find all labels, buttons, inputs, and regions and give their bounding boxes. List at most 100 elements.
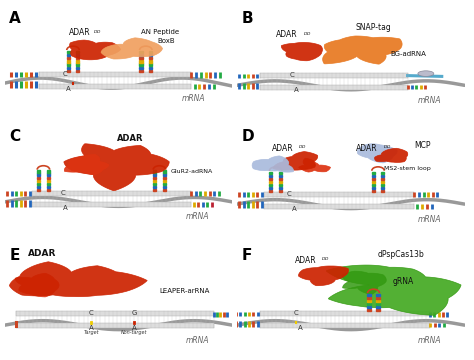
- FancyBboxPatch shape: [264, 203, 414, 208]
- Bar: [139, 67, 143, 69]
- Polygon shape: [327, 265, 461, 315]
- Text: GluR2-adRNA: GluR2-adRNA: [171, 169, 213, 174]
- Bar: [149, 60, 152, 63]
- Polygon shape: [15, 273, 59, 297]
- Bar: [372, 175, 375, 177]
- Bar: [376, 309, 380, 311]
- Text: ADAR: ADAR: [69, 28, 91, 37]
- Bar: [381, 187, 384, 189]
- Text: ADAR: ADAR: [117, 134, 143, 143]
- Bar: [163, 180, 166, 182]
- Text: MCP: MCP: [414, 141, 431, 150]
- FancyBboxPatch shape: [260, 311, 430, 316]
- Text: LEAPER-arRNA: LEAPER-arRNA: [159, 288, 210, 294]
- Text: $_{DD}$: $_{DD}$: [303, 31, 311, 38]
- Text: ADAR: ADAR: [272, 144, 293, 153]
- Text: B: B: [242, 10, 253, 26]
- Text: dPspCas13b: dPspCas13b: [377, 250, 424, 259]
- Bar: [37, 183, 40, 185]
- Text: mRNA: mRNA: [418, 215, 442, 224]
- Bar: [279, 181, 282, 183]
- Bar: [376, 300, 380, 302]
- Text: Non-target: Non-target: [121, 329, 147, 334]
- Bar: [37, 185, 40, 188]
- Bar: [269, 190, 273, 192]
- Bar: [139, 70, 143, 72]
- Bar: [381, 172, 384, 174]
- Bar: [46, 189, 50, 191]
- Ellipse shape: [418, 71, 434, 76]
- Bar: [372, 187, 375, 189]
- Text: $_{DD}$: $_{DD}$: [299, 144, 307, 152]
- FancyBboxPatch shape: [39, 84, 191, 89]
- Text: A: A: [66, 86, 71, 92]
- Polygon shape: [70, 40, 120, 60]
- Bar: [269, 175, 273, 177]
- Bar: [37, 171, 40, 173]
- Text: A: A: [292, 206, 296, 212]
- Bar: [153, 189, 156, 191]
- Text: G: G: [132, 310, 137, 316]
- Text: Target: Target: [83, 329, 99, 334]
- Bar: [46, 171, 50, 173]
- Text: A: A: [298, 325, 303, 331]
- Polygon shape: [64, 154, 109, 175]
- Text: C: C: [289, 72, 294, 78]
- Text: C: C: [287, 191, 292, 197]
- Bar: [372, 177, 375, 180]
- Bar: [153, 180, 156, 182]
- Bar: [381, 190, 384, 192]
- Bar: [76, 67, 79, 69]
- Text: mRNA: mRNA: [186, 336, 210, 345]
- Bar: [367, 306, 371, 308]
- Bar: [367, 294, 371, 296]
- Text: F: F: [242, 248, 252, 263]
- Bar: [149, 51, 152, 53]
- Bar: [139, 57, 143, 59]
- Polygon shape: [299, 158, 330, 172]
- FancyBboxPatch shape: [260, 73, 408, 78]
- Bar: [76, 60, 79, 63]
- Text: A: A: [9, 10, 21, 26]
- Bar: [46, 176, 50, 179]
- Bar: [376, 306, 380, 308]
- Bar: [46, 174, 50, 176]
- Bar: [279, 175, 282, 177]
- Polygon shape: [282, 42, 322, 61]
- Bar: [37, 174, 40, 176]
- Bar: [372, 184, 375, 186]
- Bar: [37, 180, 40, 182]
- Bar: [139, 51, 143, 53]
- Bar: [76, 57, 79, 59]
- Text: E: E: [9, 248, 19, 263]
- Bar: [381, 177, 384, 180]
- Text: BoxB: BoxB: [157, 38, 175, 44]
- Text: mRNA: mRNA: [186, 212, 210, 221]
- Bar: [163, 189, 166, 191]
- Text: A: A: [294, 87, 299, 93]
- Polygon shape: [374, 148, 408, 162]
- Bar: [381, 181, 384, 183]
- Polygon shape: [273, 152, 318, 170]
- Bar: [46, 183, 50, 185]
- Text: A: A: [89, 325, 93, 330]
- Bar: [279, 177, 282, 180]
- Text: $_{DD}$: $_{DD}$: [321, 256, 330, 263]
- Polygon shape: [9, 262, 147, 297]
- Polygon shape: [357, 144, 397, 163]
- Text: A: A: [132, 325, 137, 330]
- Bar: [163, 176, 166, 179]
- Bar: [367, 309, 371, 311]
- Bar: [76, 54, 79, 56]
- Bar: [67, 70, 70, 72]
- Text: C: C: [9, 129, 20, 144]
- Text: C: C: [60, 190, 65, 195]
- Bar: [149, 63, 152, 66]
- Bar: [67, 57, 70, 59]
- Text: ADAR: ADAR: [27, 249, 56, 258]
- Text: C: C: [89, 310, 93, 316]
- Bar: [67, 67, 70, 69]
- Text: ADAR: ADAR: [356, 144, 377, 153]
- Text: C: C: [294, 310, 299, 316]
- Bar: [163, 174, 166, 176]
